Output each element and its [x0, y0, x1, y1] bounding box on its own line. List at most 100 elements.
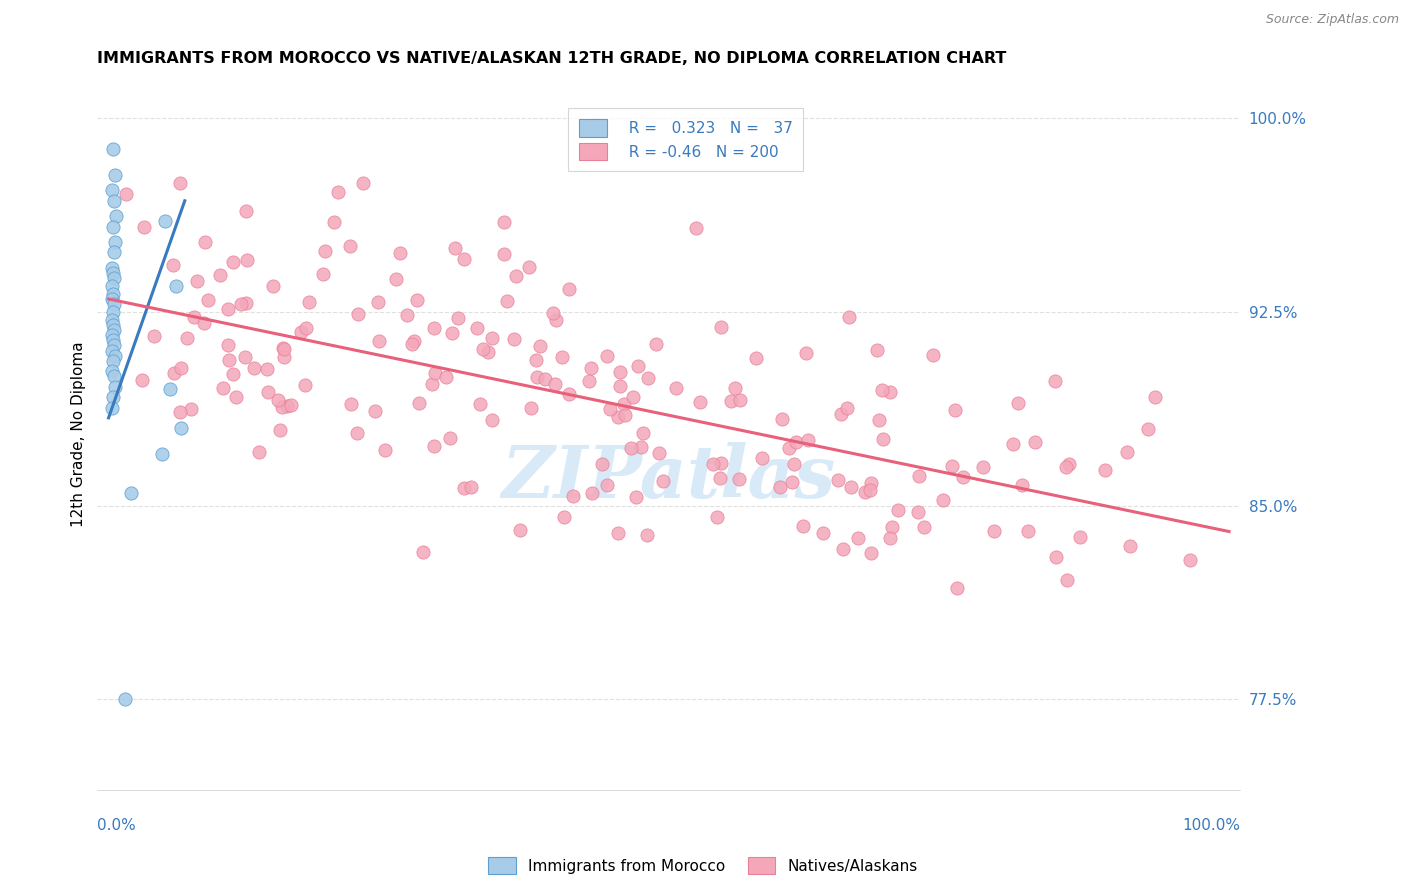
Legend:   R =   0.323   N =   37,   R = -0.46   N = 200: R = 0.323 N = 37, R = -0.46 N = 200: [568, 108, 803, 171]
Point: [270, 400, 292, 414]
Point: [101, 343, 124, 358]
Point: [941, 459, 963, 474]
Point: [340, 397, 363, 411]
Point: [434, 370, 457, 384]
Point: [912, 520, 935, 534]
Point: [453, 252, 475, 266]
Point: [323, 215, 346, 229]
Point: [578, 374, 600, 388]
Point: [689, 395, 711, 409]
Point: [101, 266, 124, 280]
Point: [1143, 390, 1166, 404]
Point: [596, 478, 619, 492]
Point: [101, 286, 124, 301]
Point: [298, 295, 321, 310]
Point: [280, 399, 302, 413]
Point: [103, 245, 125, 260]
Point: [103, 338, 125, 352]
Point: [236, 252, 259, 267]
Point: [1119, 539, 1142, 553]
Point: [627, 359, 650, 374]
Point: [364, 404, 387, 418]
Point: [180, 401, 202, 416]
Point: [709, 471, 731, 485]
Text: 0.0%: 0.0%: [97, 818, 136, 833]
Point: [103, 297, 125, 311]
Point: [908, 469, 931, 483]
Y-axis label: 12th Grade, No Diploma: 12th Grade, No Diploma: [72, 342, 86, 527]
Point: [222, 367, 245, 381]
Point: [724, 381, 747, 395]
Point: [1056, 573, 1078, 587]
Point: [620, 442, 643, 456]
Point: [706, 509, 728, 524]
Point: [1045, 550, 1067, 565]
Point: [835, 401, 858, 415]
Point: [509, 524, 531, 538]
Point: [520, 401, 543, 416]
Point: [103, 271, 125, 285]
Point: [785, 434, 807, 449]
Point: [751, 450, 773, 465]
Point: [384, 272, 406, 286]
Point: [561, 489, 583, 503]
Point: [101, 305, 124, 319]
Point: [389, 246, 412, 260]
Point: [778, 441, 800, 455]
Point: [505, 269, 527, 284]
Point: [870, 384, 893, 398]
Point: [1007, 395, 1029, 409]
Point: [209, 268, 232, 282]
Point: [257, 384, 280, 399]
Point: [613, 409, 636, 423]
Point: [591, 457, 613, 471]
Point: [169, 405, 191, 419]
Point: [444, 242, 467, 256]
Text: IMMIGRANTS FROM MOROCCO VS NATIVE/ALASKAN 12TH GRADE, NO DIPLOMA CORRELATION CHA: IMMIGRANTS FROM MOROCCO VS NATIVE/ALASKA…: [97, 51, 1007, 66]
Point: [648, 446, 671, 460]
Point: [229, 297, 252, 311]
Point: [101, 142, 124, 156]
Point: [218, 353, 240, 368]
Point: [197, 293, 219, 308]
Point: [553, 510, 575, 524]
Point: [262, 279, 284, 293]
Point: [368, 334, 391, 349]
Point: [780, 475, 803, 489]
Point: [702, 457, 724, 471]
Point: [710, 320, 733, 334]
Point: [235, 203, 257, 218]
Point: [866, 343, 889, 357]
Point: [557, 282, 579, 296]
Point: [153, 214, 176, 228]
Point: [412, 545, 434, 559]
Point: [105, 209, 128, 223]
Point: [609, 379, 631, 393]
Point: [460, 480, 482, 494]
Point: [101, 401, 124, 415]
Point: [401, 337, 423, 351]
Point: [169, 361, 191, 376]
Point: [1054, 459, 1077, 474]
Point: [225, 390, 247, 404]
Point: [943, 403, 966, 417]
Point: [408, 396, 430, 410]
Point: [932, 492, 955, 507]
Point: [212, 381, 235, 395]
Point: [396, 308, 419, 322]
Point: [247, 445, 270, 459]
Point: [769, 480, 792, 494]
Point: [630, 440, 652, 454]
Point: [235, 296, 257, 310]
Point: [267, 392, 290, 407]
Point: [794, 345, 817, 359]
Point: [517, 260, 540, 274]
Point: [579, 360, 602, 375]
Point: [596, 349, 619, 363]
Point: [465, 321, 488, 335]
Point: [544, 377, 567, 392]
Point: [846, 532, 869, 546]
Point: [644, 337, 666, 351]
Point: [492, 247, 515, 261]
Point: [637, 371, 659, 385]
